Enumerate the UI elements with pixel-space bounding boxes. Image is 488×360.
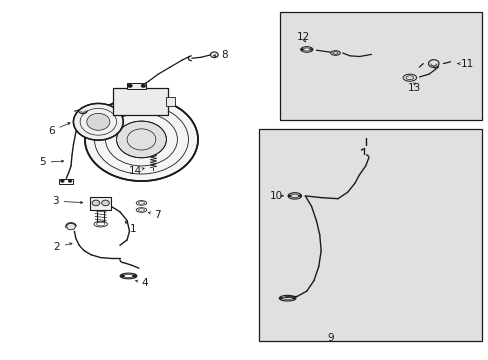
- Circle shape: [309, 48, 312, 50]
- Text: 4: 4: [141, 278, 148, 288]
- Circle shape: [85, 98, 198, 181]
- Circle shape: [127, 84, 132, 87]
- Text: 13: 13: [407, 83, 420, 93]
- Bar: [112, 88, 167, 115]
- Circle shape: [61, 180, 64, 183]
- Bar: [258, 129, 481, 341]
- Text: 3: 3: [52, 196, 59, 206]
- Circle shape: [92, 200, 100, 206]
- Bar: [90, 197, 111, 210]
- Bar: [59, 179, 73, 184]
- Circle shape: [87, 113, 110, 130]
- Text: 8: 8: [221, 50, 227, 60]
- Circle shape: [300, 48, 303, 50]
- Circle shape: [66, 224, 75, 230]
- Text: 14: 14: [128, 166, 142, 176]
- Circle shape: [73, 103, 123, 140]
- Circle shape: [292, 297, 295, 299]
- Text: 11: 11: [460, 59, 473, 68]
- Circle shape: [121, 275, 124, 277]
- Circle shape: [210, 52, 218, 58]
- Text: 10: 10: [269, 191, 283, 201]
- Bar: [280, 13, 481, 120]
- Circle shape: [116, 121, 166, 158]
- Text: 2: 2: [53, 242, 60, 252]
- Circle shape: [132, 275, 136, 277]
- Circle shape: [102, 200, 109, 206]
- Text: 6: 6: [48, 126, 55, 136]
- Text: 7: 7: [154, 210, 160, 220]
- Bar: [127, 83, 146, 89]
- Circle shape: [141, 84, 145, 87]
- Text: 5: 5: [39, 157, 45, 167]
- Circle shape: [298, 195, 301, 197]
- Text: 1: 1: [130, 224, 136, 234]
- Bar: [166, 97, 175, 106]
- Circle shape: [287, 195, 290, 197]
- Text: 12: 12: [296, 32, 309, 42]
- Text: 9: 9: [327, 333, 333, 343]
- Circle shape: [68, 180, 72, 183]
- Circle shape: [280, 297, 282, 299]
